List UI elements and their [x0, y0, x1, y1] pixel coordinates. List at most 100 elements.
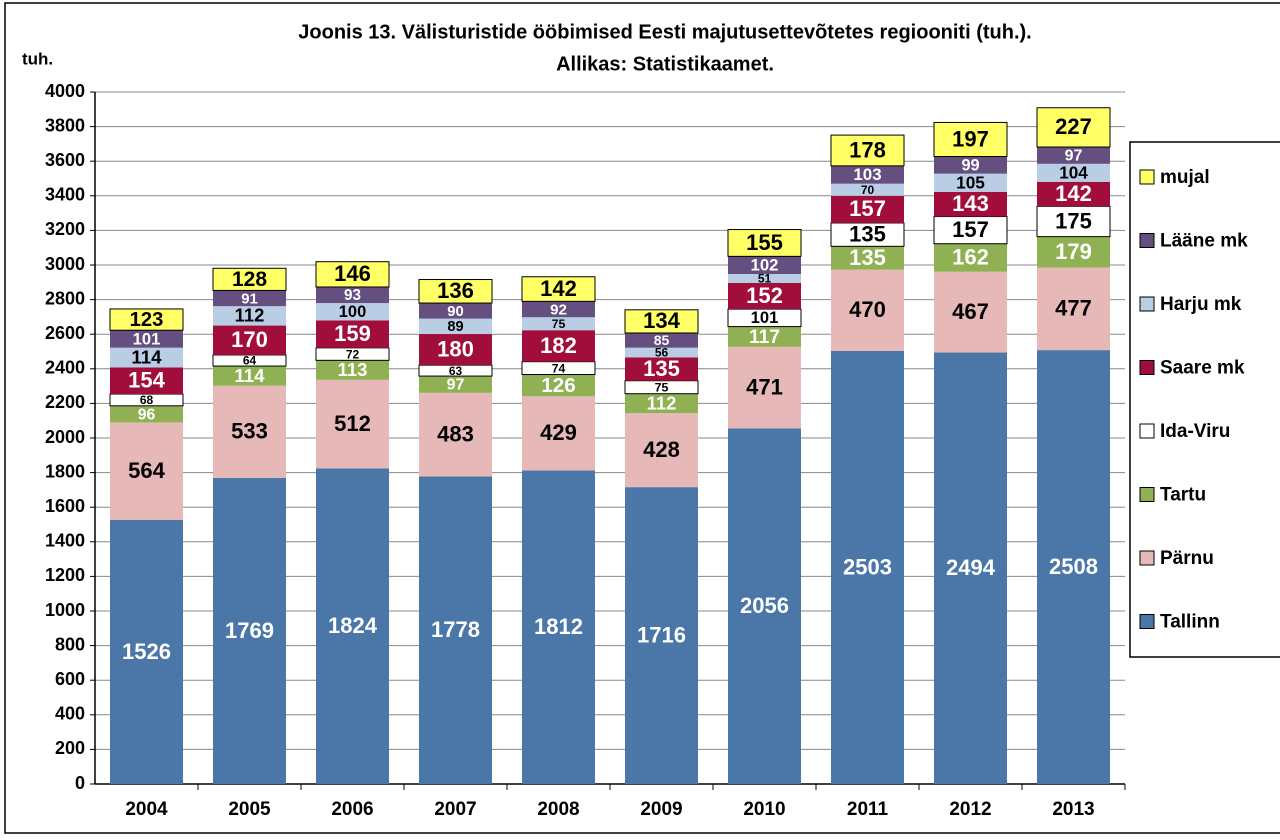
- bar-segment: [316, 286, 389, 304]
- x-tick-label: 2010: [743, 799, 785, 820]
- bar-segment: [110, 330, 183, 348]
- data-label: 155: [746, 230, 783, 255]
- bar-segment: [1037, 181, 1110, 207]
- data-label: 428: [643, 437, 680, 462]
- bar-segment: [522, 396, 595, 471]
- data-label: 101: [751, 308, 779, 327]
- y-tick-label: 1400: [45, 531, 85, 551]
- data-label: 471: [746, 374, 783, 399]
- bar-segment: [419, 376, 492, 393]
- legend-swatch: [1139, 487, 1155, 502]
- x-tick-label: 2005: [228, 799, 271, 820]
- data-label: 142: [540, 276, 577, 301]
- bar-segment: [521, 276, 596, 302]
- bar-segment: [1037, 147, 1110, 164]
- data-label: 227: [1055, 114, 1092, 139]
- bar-segment: [316, 468, 389, 784]
- data-label: 467: [952, 299, 989, 324]
- bar-segment: [625, 332, 698, 348]
- data-label: 75: [655, 380, 669, 394]
- bar-segment: [934, 271, 1007, 353]
- bar-segment: [316, 320, 389, 348]
- data-label: 162: [952, 245, 989, 270]
- legend-swatch: [1139, 423, 1155, 439]
- legend-swatch: [1139, 614, 1155, 629]
- legend-label: Pärnu: [1160, 548, 1214, 569]
- data-label: 75: [552, 317, 566, 331]
- legend-box: [1129, 141, 1280, 658]
- data-label: 143: [952, 191, 989, 216]
- y-tick-label: 1000: [45, 600, 85, 620]
- bar-segment: [315, 347, 390, 361]
- data-label: 1812: [534, 614, 583, 639]
- y-tick-label: 1200: [45, 565, 85, 585]
- bar-segment: [110, 422, 183, 521]
- bar-segment: [933, 121, 1008, 158]
- legend-swatch: [1139, 360, 1155, 375]
- bar-segment: [109, 308, 184, 331]
- bar-segment: [1036, 107, 1111, 148]
- data-label: 85: [654, 332, 670, 348]
- y-tick-label: 4000: [45, 81, 85, 101]
- y-tick-label: 3600: [45, 150, 85, 170]
- data-label: 159: [334, 321, 371, 346]
- data-label: 93: [344, 287, 361, 304]
- bar-segment: [1037, 350, 1110, 784]
- bar-segment: [728, 428, 801, 784]
- bar-segment: [1037, 236, 1110, 268]
- data-label: 89: [447, 319, 463, 335]
- legend-swatch: [1139, 169, 1155, 185]
- legend-label: Ida-Viru: [1160, 421, 1230, 442]
- data-label: 1716: [637, 622, 686, 647]
- bar-segment: [110, 367, 183, 395]
- data-label: 429: [540, 420, 577, 445]
- chart-subtitle: Allikas: Statistikaamet.: [556, 53, 774, 75]
- x-tick-label: 2013: [1052, 799, 1094, 820]
- bar-segment: [934, 243, 1007, 272]
- data-label: 197: [952, 126, 989, 151]
- bar-segment: [625, 487, 698, 784]
- data-label: 114: [131, 347, 162, 368]
- x-tick-label: 2012: [949, 799, 991, 820]
- bar-segment: [831, 195, 904, 223]
- data-label: 1824: [328, 613, 378, 638]
- data-label: 2056: [740, 593, 789, 618]
- data-label: 56: [655, 346, 669, 360]
- data-label: 135: [849, 245, 886, 270]
- bar-segment: [213, 306, 286, 326]
- data-label: 64: [243, 354, 257, 368]
- legend-label: Saare mk: [1160, 358, 1245, 379]
- data-label: 179: [1055, 239, 1092, 264]
- data-label: 146: [334, 261, 371, 286]
- bar-segment: [934, 352, 1007, 784]
- data-label: 101: [133, 329, 161, 348]
- bar-segment: [213, 385, 286, 478]
- y-tick-label: 2200: [45, 392, 85, 412]
- data-label: 90: [447, 304, 463, 320]
- data-label: 123: [130, 309, 164, 331]
- y-tick-label: 2400: [45, 358, 85, 378]
- data-label: 2503: [843, 554, 892, 579]
- data-label: 96: [138, 406, 156, 423]
- legend-label: Harju mk: [1160, 294, 1242, 315]
- bar-segment: [831, 246, 904, 270]
- bar-segment: [109, 393, 184, 407]
- data-label: 72: [346, 347, 360, 361]
- y-axis-label: tuh.: [22, 49, 53, 68]
- data-label: 114: [234, 365, 265, 386]
- bar-segment: [728, 326, 801, 347]
- bar-segment: [522, 330, 595, 362]
- data-label: 99: [961, 156, 979, 174]
- data-label: 135: [849, 221, 886, 246]
- y-tick-label: 3800: [45, 115, 85, 135]
- bar-segment: [831, 269, 904, 351]
- bar-segment: [831, 350, 904, 784]
- bar-segment: [831, 165, 904, 184]
- bar-segment: [213, 325, 286, 355]
- legend-label: Tartu: [1160, 485, 1206, 506]
- data-label: 63: [449, 364, 463, 378]
- legend-label: Tallinn: [1160, 612, 1220, 633]
- bar-segment: [213, 366, 286, 386]
- data-label: 103: [853, 165, 881, 184]
- bar-segment: [419, 334, 492, 366]
